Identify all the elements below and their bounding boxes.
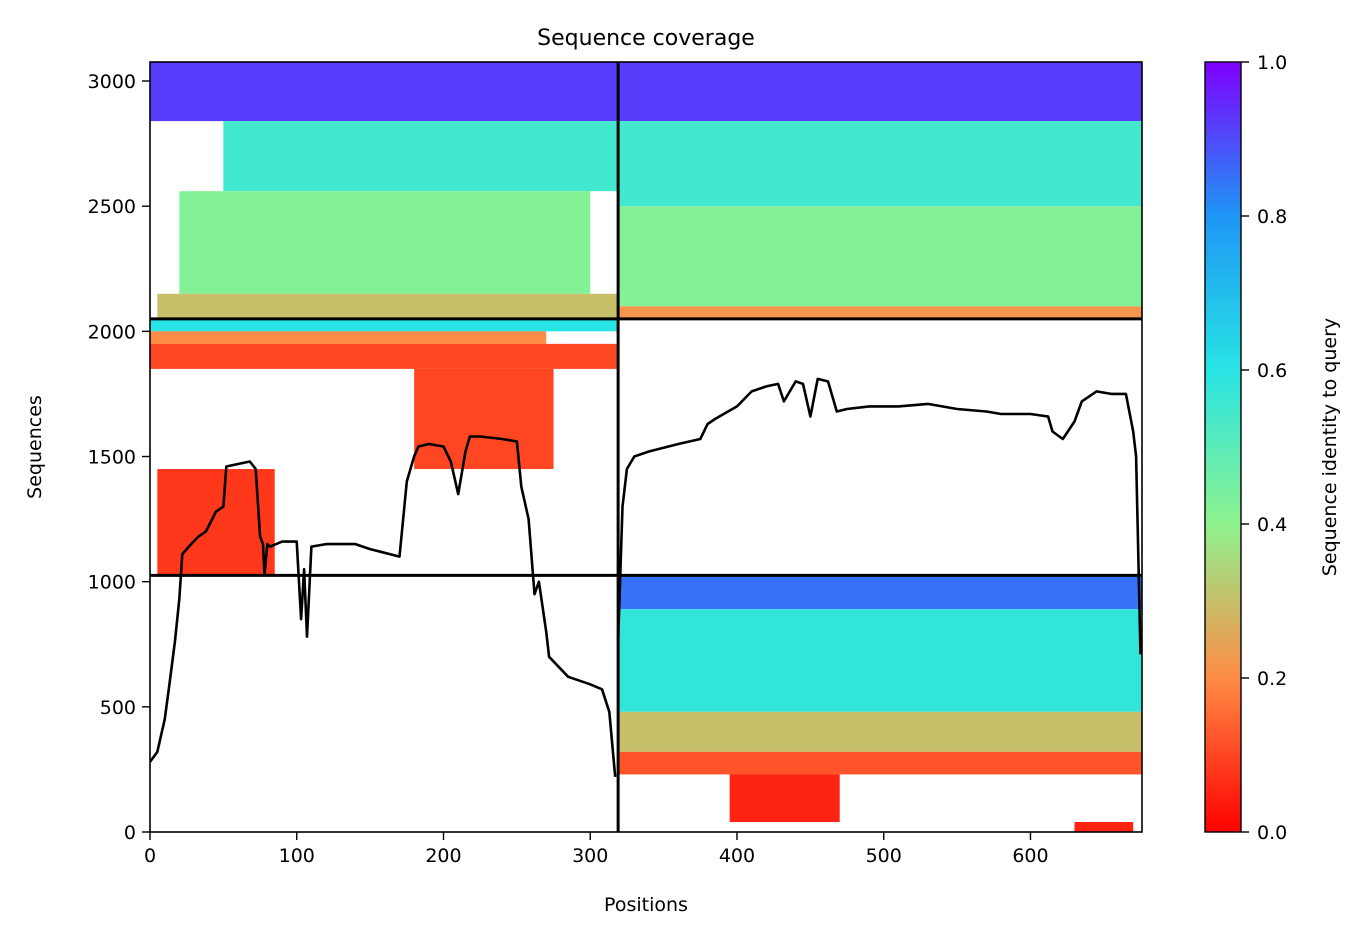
chain-boundary-lines <box>150 62 1142 832</box>
y-tick-label: 3000 <box>88 71 136 93</box>
colorbar-tick-label: 0.6 <box>1257 360 1287 382</box>
coverage-band <box>1074 821 1134 832</box>
coverage-band <box>729 774 840 822</box>
y-axis-ticks: 0 500 1000 1500 2000 2500 3000 <box>88 71 150 844</box>
coverage-band <box>157 469 275 576</box>
coverage-band <box>618 62 1142 122</box>
coverage-band <box>618 206 1142 307</box>
coverage-band <box>150 343 619 369</box>
coverage-band <box>618 306 1142 319</box>
colorbar <box>1204 61 1242 833</box>
colorbar-label: Sequence identity to query <box>1319 318 1341 576</box>
colorbar-ticks: 0.0 0.2 0.4 0.6 0.8 1.0 <box>1241 52 1287 844</box>
colorbar-tick-label: 0.4 <box>1257 514 1287 536</box>
x-axis-label: Positions <box>604 894 688 916</box>
y-tick-label: 1500 <box>88 447 136 469</box>
x-tick-label: 100 <box>279 845 315 867</box>
coverage-heatmap <box>150 62 1142 832</box>
y-tick-label: 0 <box>124 822 136 844</box>
coverage-line-group <box>150 377 1142 778</box>
coverage-band <box>179 191 591 294</box>
x-tick-label: 200 <box>425 845 461 867</box>
coverage-band <box>618 121 1142 207</box>
coverage-band <box>618 609 1142 712</box>
y-tick-label: 1000 <box>88 572 136 594</box>
coverage-band <box>150 62 619 122</box>
y-tick-label: 2000 <box>88 321 136 343</box>
y-tick-label: 2500 <box>88 196 136 218</box>
x-tick-label: 0 <box>144 845 156 867</box>
x-axis-ticks: 0 100 200 300 400 500 600 <box>144 832 1049 867</box>
colorbar-tick-label: 0.0 <box>1257 822 1287 844</box>
coverage-line-chain-a <box>150 435 617 778</box>
coverage-line-chain-b <box>616 377 1142 655</box>
coverage-band <box>618 575 1142 610</box>
coverage-band <box>223 121 619 192</box>
coverage-band <box>150 318 619 332</box>
y-axis-label: Sequences <box>24 395 46 499</box>
coverage-band <box>157 293 619 319</box>
coverage-band <box>150 331 547 344</box>
plot-frame <box>149 61 1143 833</box>
y-tick-label: 500 <box>100 697 136 719</box>
x-tick-label: 300 <box>572 845 608 867</box>
colorbar-tick-label: 0.2 <box>1257 668 1287 690</box>
colorbar-tick-label: 1.0 <box>1257 52 1287 74</box>
x-tick-label: 500 <box>866 845 902 867</box>
colorbar-tick-label: 0.8 <box>1257 206 1287 228</box>
chart-title: Sequence coverage <box>537 26 755 51</box>
coverage-band <box>618 711 1142 752</box>
x-tick-label: 600 <box>1012 845 1048 867</box>
coverage-band <box>618 751 1142 775</box>
coverage-band <box>414 368 554 470</box>
x-tick-label: 400 <box>719 845 755 867</box>
